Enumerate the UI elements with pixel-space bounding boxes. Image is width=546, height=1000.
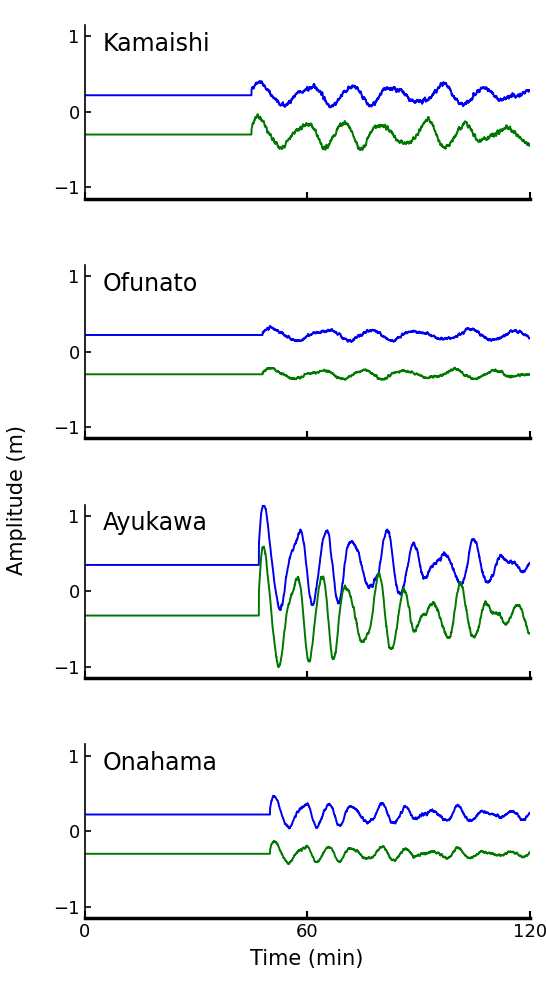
Text: Amplitude (m): Amplitude (m) bbox=[8, 425, 27, 575]
Text: Ayukawa: Ayukawa bbox=[103, 511, 207, 535]
X-axis label: Time (min): Time (min) bbox=[251, 949, 364, 969]
Text: Onahama: Onahama bbox=[103, 751, 217, 775]
Text: Ofunato: Ofunato bbox=[103, 272, 198, 296]
Text: Kamaishi: Kamaishi bbox=[103, 32, 210, 56]
